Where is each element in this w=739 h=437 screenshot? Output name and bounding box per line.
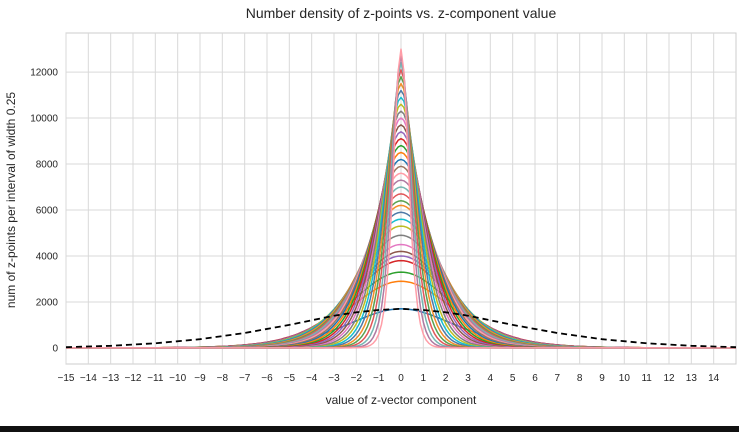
- x-tick-label: −8: [217, 373, 229, 384]
- x-tick-label: 2: [443, 373, 449, 384]
- y-tick-label: 4000: [36, 251, 59, 262]
- x-tick-label: 8: [577, 373, 583, 384]
- y-axis-label: num of z-points per interval of width 0.…: [4, 92, 18, 308]
- y-tick-label: 10000: [30, 114, 58, 125]
- x-tick-label: 14: [708, 373, 720, 384]
- x-tick-label: −10: [169, 373, 186, 384]
- x-tick-label: 4: [488, 373, 494, 384]
- x-tick-label: −15: [58, 373, 75, 384]
- x-tick-label: −6: [261, 373, 273, 384]
- x-tick-label: 6: [532, 373, 538, 384]
- bottom-border: [0, 426, 739, 432]
- y-tick-label: 12000: [30, 68, 58, 79]
- x-tick-label: −3: [328, 373, 340, 384]
- y-tick-label: 0: [52, 343, 58, 354]
- y-tick-label: 8000: [36, 160, 59, 171]
- x-tick-label: 0: [398, 373, 404, 384]
- y-axis-ticks: 0 2000 4000 6000 8000 10000 12000: [30, 68, 58, 355]
- series-group: [66, 48, 736, 349]
- x-axis-label: value of z-vector component: [326, 393, 477, 407]
- chart-title: Number density of z-points vs. z-compone…: [246, 5, 557, 21]
- x-tick-label: 12: [663, 373, 675, 384]
- x-tick-label: −12: [125, 373, 142, 384]
- x-tick-label: 11: [641, 373, 652, 384]
- x-tick-label: 10: [619, 373, 631, 384]
- x-tick-label: −11: [147, 373, 164, 384]
- x-tick-label: 9: [599, 373, 605, 384]
- x-axis-ticks: −15 −14 −13 −12 −11 −10 −9 −8 −7 −6 −5 −4 −3 −2 −1 0 1 2 3…: [58, 373, 720, 384]
- x-tick-label: −13: [102, 373, 119, 384]
- x-tick-label: −9: [194, 373, 206, 384]
- x-tick-label: 1: [421, 373, 427, 384]
- y-tick-label: 2000: [36, 297, 59, 308]
- y-tick-label: 6000: [36, 205, 59, 216]
- x-tick-label: −2: [351, 373, 363, 384]
- x-tick-label: 5: [510, 373, 516, 384]
- x-tick-label: 13: [686, 373, 698, 384]
- x-tick-label: 3: [465, 373, 471, 384]
- x-tick-label: −7: [239, 373, 251, 384]
- x-tick-label: −14: [80, 373, 97, 384]
- x-tick-label: 7: [555, 373, 561, 384]
- x-tick-label: −5: [284, 373, 296, 384]
- x-tick-label: −4: [306, 373, 318, 384]
- x-tick-label: −1: [373, 373, 385, 384]
- density-curve: [66, 48, 736, 349]
